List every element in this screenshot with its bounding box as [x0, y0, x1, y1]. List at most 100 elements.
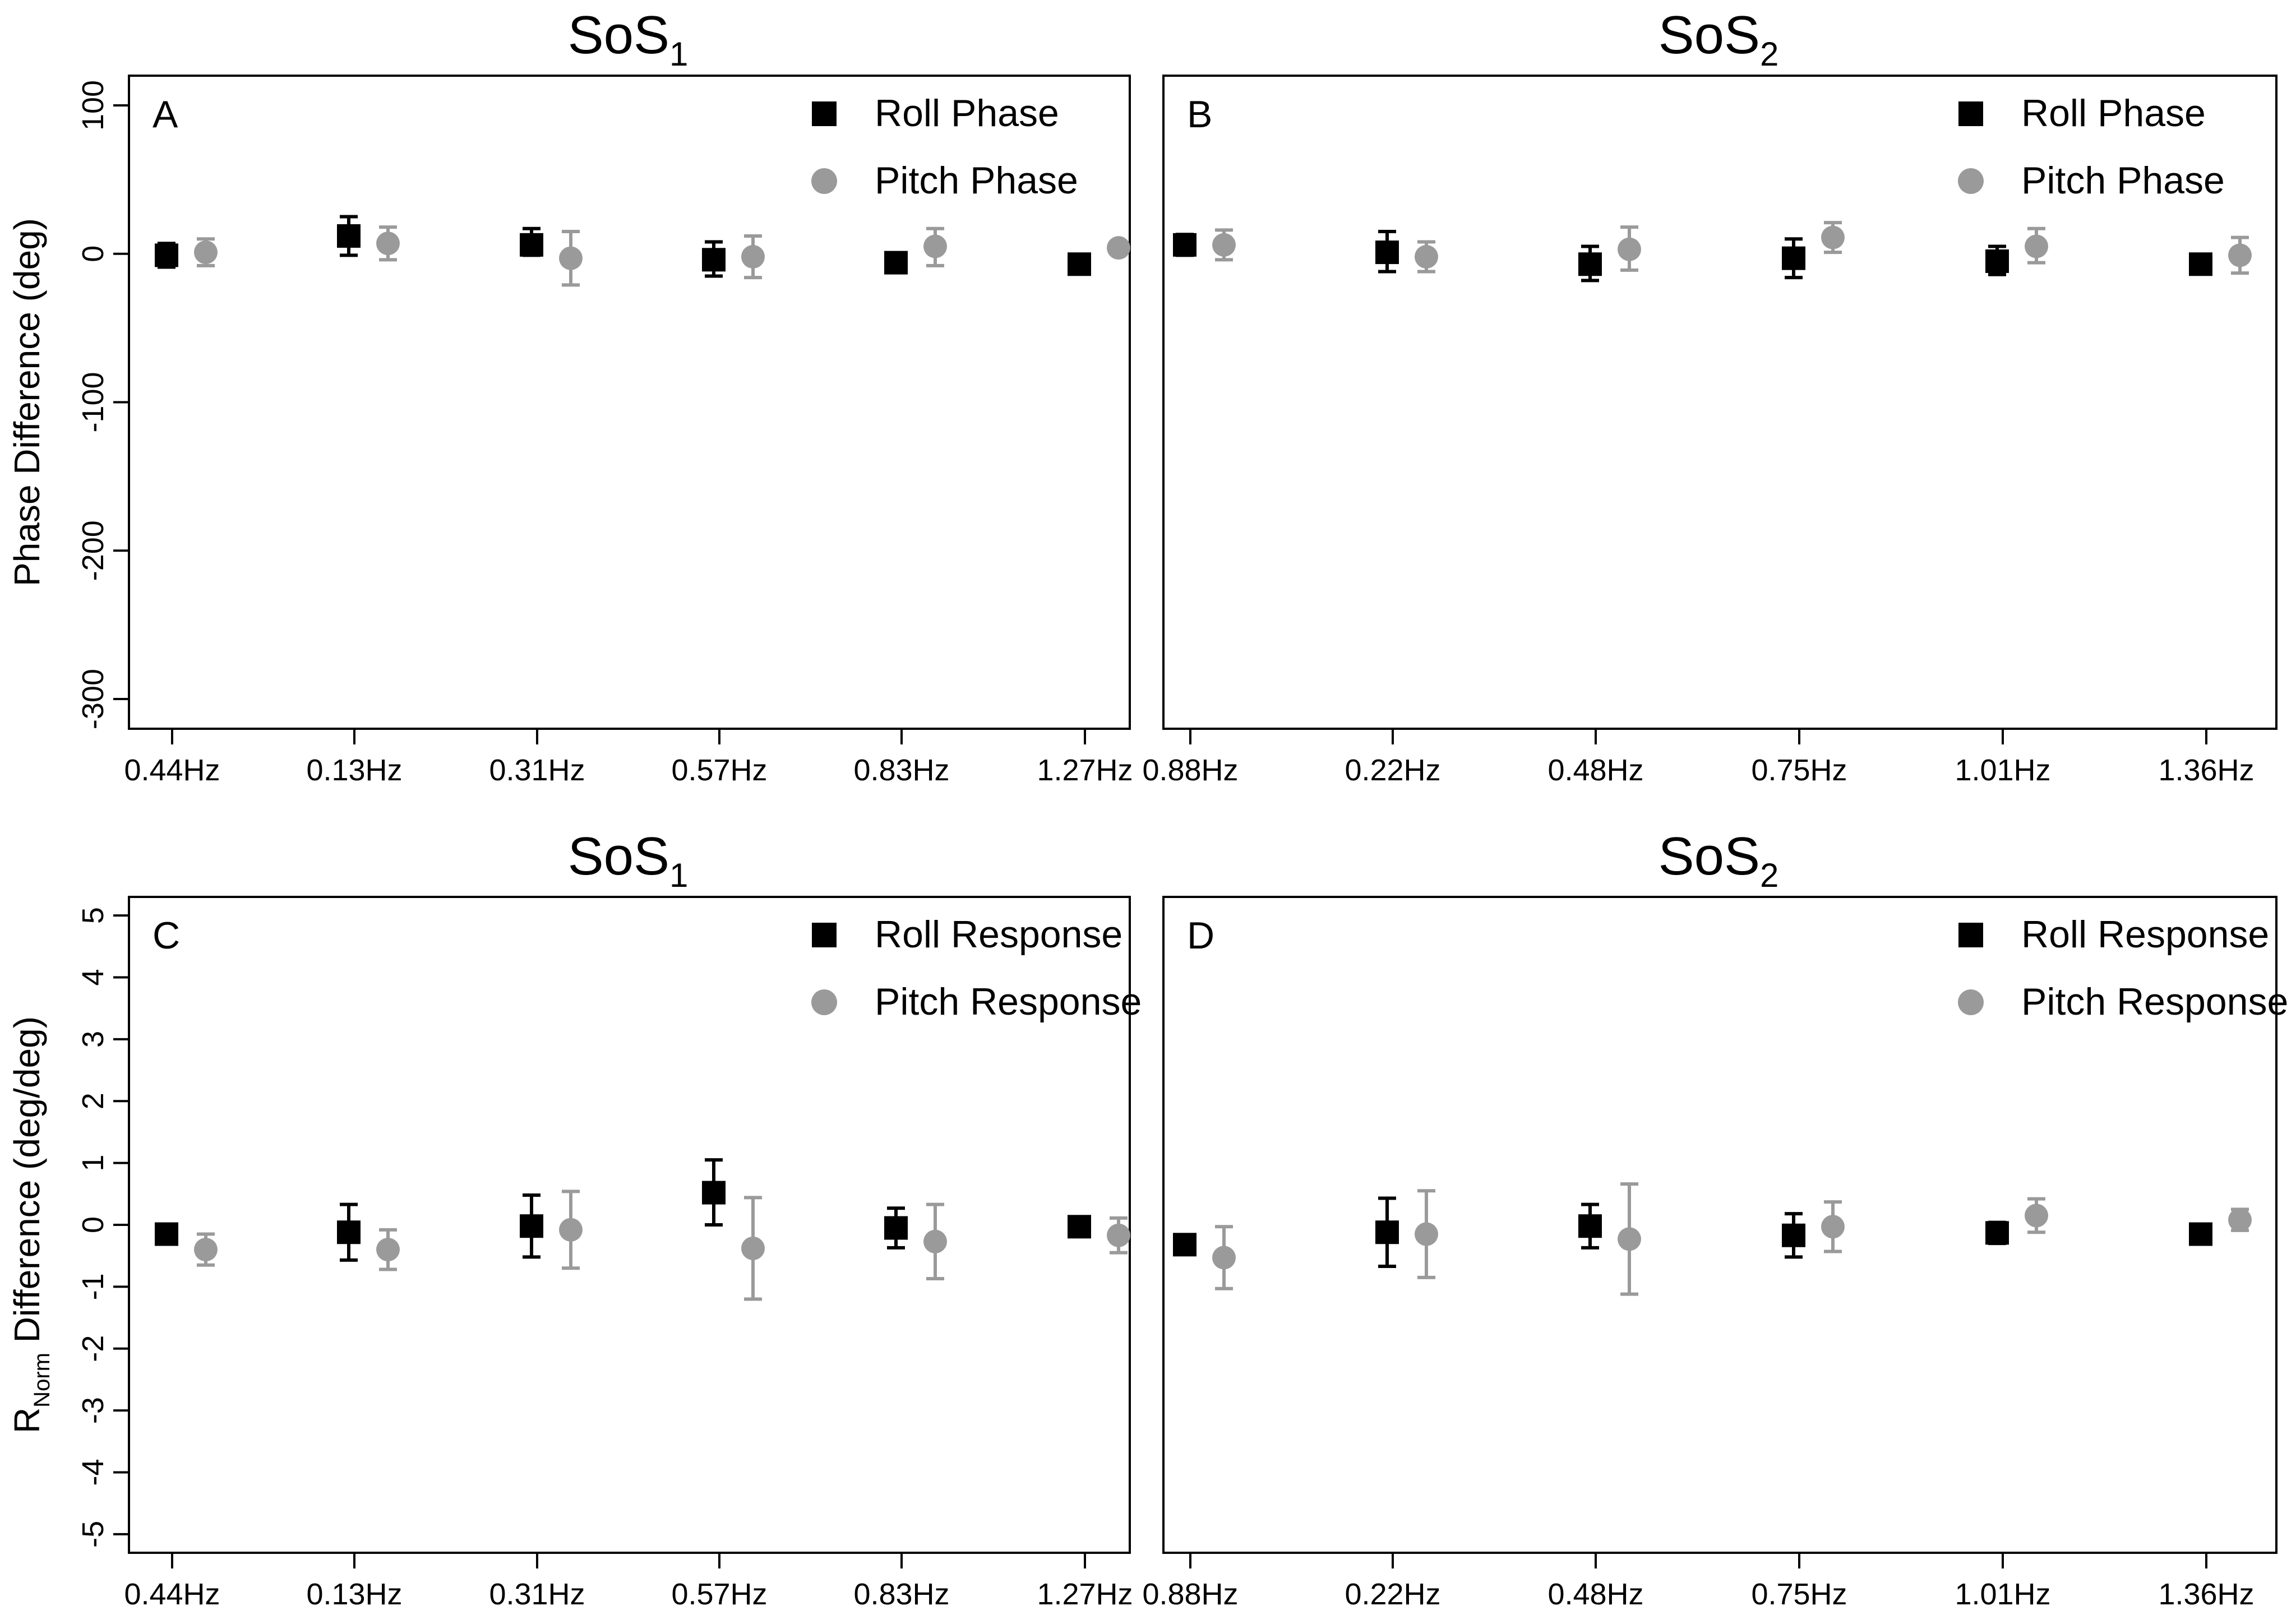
- series-pitch-phase: [194, 225, 1130, 287]
- legend-marker-circle: [1958, 168, 1984, 194]
- legend-label: Pitch Phase: [875, 159, 1078, 202]
- y-tick-label: -200: [76, 520, 110, 581]
- data-point-circle: [2025, 1204, 2048, 1228]
- panel-B: SoS2 B 0.88Hz 0.22Hz 0.48Hz 0.75Hz 1.01Hz 1.36H…: [1142, 5, 2277, 787]
- legend-marker-square: [1958, 923, 1983, 947]
- x-tick-label: 0.88Hz: [1142, 1577, 1238, 1611]
- legend-label: Roll Phase: [2021, 92, 2206, 135]
- legend: Roll Response Pitch Response: [1958, 913, 2288, 1023]
- panel-title-main: SoS: [568, 826, 669, 886]
- y-tick-label: 4: [76, 969, 110, 985]
- data-point-square: [1068, 252, 1091, 276]
- y-tick-label: -2: [76, 1335, 110, 1362]
- legend-label: Roll Response: [875, 913, 1122, 956]
- y-tick-label: -5: [76, 1521, 110, 1548]
- data-point-circle: [741, 245, 765, 269]
- data-point-square: [884, 251, 908, 275]
- y-tick-label: 0: [76, 246, 110, 262]
- x-tick-label: 0.48Hz: [1547, 1577, 1643, 1611]
- data-point-square: [1985, 249, 2009, 273]
- data-point-square: [2189, 1222, 2212, 1246]
- data-point-square: [520, 1214, 543, 1238]
- legend-marker-circle: [1958, 989, 1984, 1015]
- legend-label: Roll Phase: [875, 92, 1059, 135]
- panel-D: SoS2 D 0.88Hz 0.22Hz 0.48Hz 0.75Hz 1.01Hz 1.36H…: [1142, 826, 2288, 1611]
- x-tick-label: 0.22Hz: [1345, 753, 1440, 787]
- x-tick-label: 1.01Hz: [1955, 753, 2050, 787]
- series-pitch-phase: [1212, 221, 2252, 275]
- data-point-circle: [1415, 1222, 1438, 1246]
- data-point-square: [1173, 233, 1196, 257]
- y-axis-label: RNorm Difference (deg/deg): [7, 1016, 54, 1433]
- data-point-circle: [923, 1229, 947, 1253]
- y-tick-label: -1: [76, 1273, 110, 1300]
- series-roll-response: [1173, 1196, 2212, 1268]
- data-point-circle: [1212, 233, 1236, 257]
- series-roll-response: [155, 1158, 1091, 1262]
- y-tick-label: 0: [76, 1216, 110, 1233]
- data-point-square: [884, 1216, 908, 1240]
- x-tick-label: 1.36Hz: [2158, 753, 2254, 787]
- data-point-circle: [376, 232, 400, 256]
- y-axis-label: Phase Difference (deg): [7, 218, 47, 586]
- data-point-square: [1068, 1215, 1091, 1239]
- panel-title-subscript: 1: [669, 857, 688, 894]
- x-tick-label: 0.13Hz: [306, 1577, 402, 1611]
- y-tick-label: -3: [76, 1397, 110, 1424]
- x-tick-label: 0.83Hz: [853, 753, 949, 787]
- data-point-circle: [194, 240, 218, 265]
- legend: Roll Phase Pitch Phase: [811, 92, 1078, 202]
- data-point-circle: [1821, 1215, 1845, 1239]
- series-roll-phase: [155, 215, 1091, 278]
- x-tick-label: 0.44Hz: [124, 753, 220, 787]
- panel-title-main: SoS: [1659, 5, 1760, 65]
- data-point-square: [702, 1181, 726, 1205]
- data-point-square: [1578, 1214, 1602, 1238]
- data-point-square: [337, 224, 361, 248]
- data-point-circle: [741, 1236, 765, 1260]
- data-point-square: [1782, 246, 1805, 270]
- data-point-square: [1173, 1233, 1196, 1257]
- panel-title: SoS1: [568, 826, 689, 894]
- legend-marker-circle: [811, 989, 837, 1015]
- panel-letter: C: [153, 914, 180, 957]
- data-point-square: [1375, 1220, 1399, 1244]
- panel-title: SoS1: [568, 5, 689, 73]
- legend-marker-square: [812, 923, 837, 947]
- panel-C: SoS1 C 5 4 3 2 1 0 -1 -2 -3 -4 -5 RNorm Difference (d…: [7, 826, 1142, 1611]
- data-point-circle: [1212, 1246, 1236, 1270]
- y-axis-label-rest: Difference (deg/deg): [7, 1016, 47, 1353]
- y-tick-label: -100: [76, 372, 110, 432]
- data-point-circle: [1618, 1227, 1641, 1251]
- x-tick-label: 0.48Hz: [1547, 753, 1643, 787]
- series-pitch-response: [194, 1190, 1130, 1301]
- y-tick-label: -300: [76, 669, 110, 729]
- x-tick-label: 0.88Hz: [1142, 753, 1238, 787]
- data-point-square: [1375, 240, 1399, 265]
- panel-title-subscript: 2: [1760, 35, 1778, 73]
- data-point-circle: [2025, 234, 2048, 258]
- x-tick-label: 0.44Hz: [124, 1577, 220, 1611]
- y-tick-label: 2: [76, 1093, 110, 1109]
- panel-title: SoS2: [1659, 826, 1779, 894]
- panel-title-main: SoS: [568, 5, 669, 65]
- panel-letter: B: [1187, 93, 1212, 136]
- data-point-circle: [1107, 236, 1130, 260]
- y-tick-label: 5: [76, 907, 110, 924]
- legend-marker-square: [1958, 101, 1983, 126]
- data-point-square: [2189, 252, 2212, 276]
- x-tick-label: 1.27Hz: [1037, 1577, 1133, 1611]
- x-tick-label: 0.57Hz: [671, 1577, 767, 1611]
- legend-label: Roll Response: [2021, 913, 2269, 956]
- x-tick-label: 0.57Hz: [671, 753, 767, 787]
- panel-A: SoS1 A 100 0 -100 -200 -300 Phase Difference (d…: [7, 5, 1133, 787]
- legend-marker-circle: [811, 168, 837, 194]
- plot-frame: [1162, 75, 2277, 730]
- y-tick-label: -4: [76, 1459, 110, 1486]
- data-point-circle: [1415, 245, 1438, 269]
- y-tick-label: 3: [76, 1031, 110, 1048]
- x-tick-label: 0.83Hz: [853, 1577, 949, 1611]
- data-point-circle: [194, 1238, 218, 1262]
- x-tick-label: 1.36Hz: [2158, 1577, 2254, 1611]
